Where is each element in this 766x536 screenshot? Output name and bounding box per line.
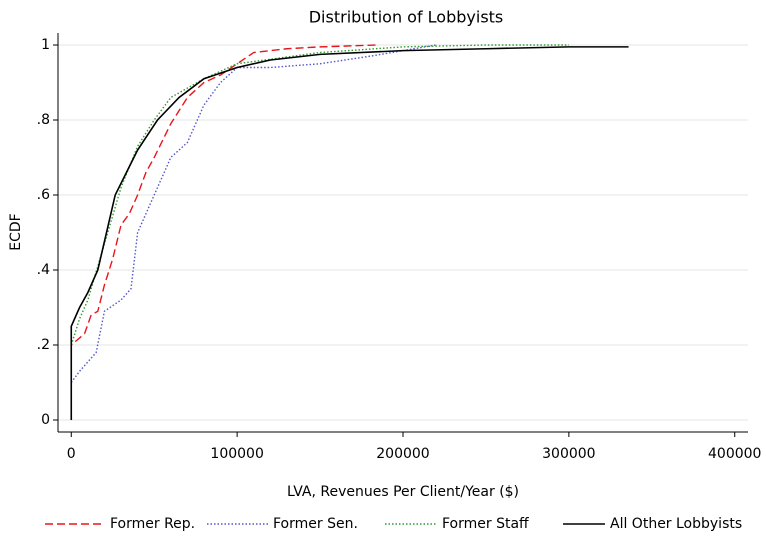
x-tick-label: 0	[67, 446, 76, 462]
chart-title: Distribution of Lobbyists	[309, 8, 504, 27]
x-tick-label: 400000	[708, 446, 761, 462]
legend-label: All Other Lobbyists	[610, 516, 742, 532]
y-tick-label: 0	[41, 412, 50, 428]
y-tick-label: .4	[37, 262, 50, 278]
x-tick-label: 300000	[542, 446, 595, 462]
y-tick-label: .6	[37, 187, 50, 203]
y-axis-label: ECDF	[8, 213, 24, 250]
legend-label: Former Rep.	[110, 516, 195, 532]
x-axis-label: LVA, Revenues Per Client/Year ($)	[287, 484, 519, 500]
ecdf-line	[70, 44, 379, 364]
x-tick-label: 100000	[210, 446, 263, 462]
x-tick-label: 200000	[376, 446, 429, 462]
y-tick-label: .8	[37, 112, 50, 128]
ecdf-line	[70, 46, 629, 420]
legend-label: Former Sen.	[273, 516, 358, 532]
legend-label: Former Staff	[442, 516, 529, 532]
ecdf-line	[70, 44, 437, 383]
y-tick-label: 1	[41, 37, 50, 53]
y-tick-label: .2	[37, 337, 50, 353]
